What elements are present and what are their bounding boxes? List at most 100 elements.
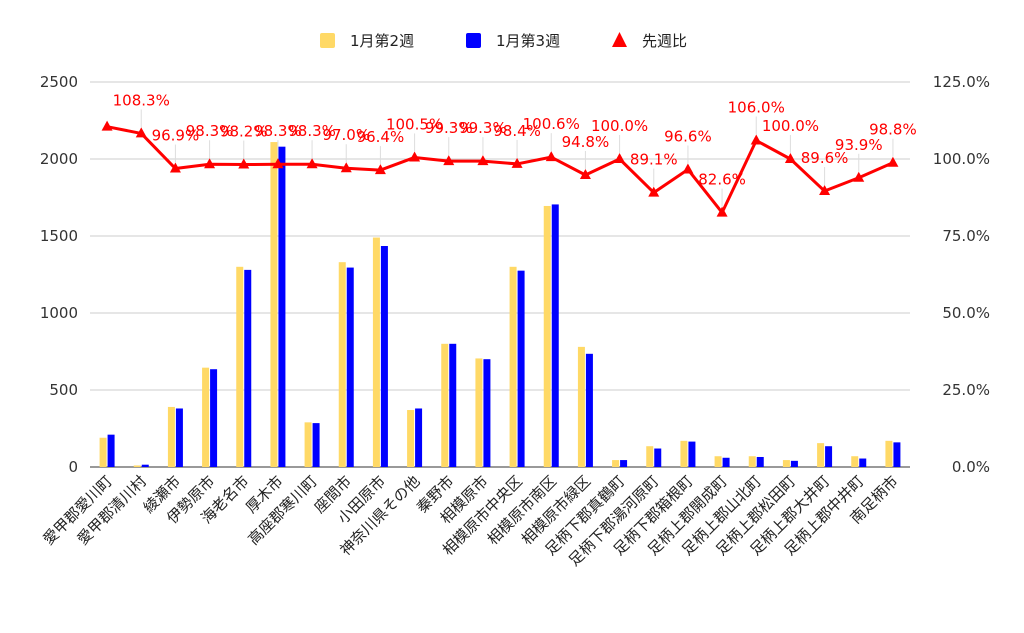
ratio-data-label: 100.6% <box>523 115 580 133</box>
ratio-line <box>101 120 899 217</box>
data-labels: 108.3%96.9%98.3%98.2%98.3%98.3%97.0%96.4… <box>113 91 917 207</box>
legend-swatch <box>612 32 627 47</box>
bar-week2 <box>441 343 449 467</box>
bar-week3 <box>825 446 833 467</box>
bar-week3 <box>551 204 559 467</box>
ratio-point <box>750 134 762 145</box>
ratio-data-label: 97.0% <box>322 126 370 144</box>
ratio-data-label: 98.3% <box>186 122 234 140</box>
ratio-point <box>784 153 796 163</box>
bar-week2 <box>338 262 346 467</box>
ratio-data-label: 96.4% <box>357 128 405 146</box>
ratio-point <box>135 127 147 138</box>
ratio-data-label: 98.2% <box>220 123 268 141</box>
ratio-point <box>682 163 694 174</box>
ratio-point <box>409 151 421 162</box>
ratio-data-label: 108.3% <box>113 91 170 109</box>
ratio-point <box>648 186 660 197</box>
ratio-data-label: 93.9% <box>835 136 883 154</box>
ratio-data-label: 106.0% <box>728 99 785 117</box>
bar-week2 <box>304 422 312 467</box>
ratio-data-label: 98.8% <box>869 121 917 139</box>
ratio-data-label: 89.6% <box>801 149 849 167</box>
ratio-point <box>204 158 216 169</box>
bar-week2 <box>236 266 244 467</box>
ratio-data-label: 98.3% <box>288 122 336 140</box>
ratio-point <box>272 158 284 169</box>
bar-week2 <box>167 406 175 467</box>
ratio-data-label: 89.1% <box>630 151 678 169</box>
bar-week2 <box>543 205 551 467</box>
bar-week2 <box>372 237 380 467</box>
ratio-data-label: 100.0% <box>762 117 819 135</box>
ratio-point <box>511 157 523 168</box>
bar-week3 <box>585 353 593 467</box>
left-tick-label: 0 <box>68 458 78 476</box>
right-tick-label: 0.0% <box>952 458 990 476</box>
bar-week2 <box>851 456 859 467</box>
ratio-point <box>545 151 557 162</box>
left-axis: 0 500 1000 1500 2000 2500 <box>40 73 78 476</box>
ratio-point <box>853 171 865 182</box>
ratio-point <box>238 158 250 169</box>
ratio-data-label: 98.3% <box>254 122 302 140</box>
legend: 1月第2週 1月第3週 先週比 <box>320 32 687 50</box>
bar-week3 <box>893 442 901 467</box>
bar-week3 <box>756 456 764 467</box>
left-tick-label: 1500 <box>40 227 78 245</box>
ratio-point <box>374 164 386 175</box>
bar-week3 <box>517 270 525 467</box>
bar-week3 <box>449 343 457 467</box>
ratio-data-label: 100.0% <box>591 117 648 135</box>
bar-week3 <box>210 369 218 467</box>
right-tick-label: 100.0% <box>933 150 990 168</box>
bar-week3 <box>620 460 628 467</box>
right-axis: 0.0% 25.0% 50.0% 75.0% 100.0% 125.0% <box>933 73 990 476</box>
bar-week2 <box>509 266 517 467</box>
right-tick-label: 50.0% <box>942 304 990 322</box>
bar-week3 <box>859 458 867 467</box>
ratio-data-label: 82.6% <box>698 171 746 189</box>
bar-week2 <box>748 456 756 467</box>
left-tick-label: 2000 <box>40 150 78 168</box>
left-tick-label: 1000 <box>40 304 78 322</box>
ratio-data-label: 96.9% <box>152 127 200 145</box>
ratio-point <box>477 155 489 166</box>
bar-week3 <box>483 359 491 467</box>
ratio-point <box>716 206 728 217</box>
bar-week2 <box>577 346 585 467</box>
ratio-data-label: 99.3% <box>425 119 473 137</box>
bar-week2 <box>407 410 415 467</box>
legend-label: 1月第3週 <box>496 32 560 50</box>
ratio-data-label: 100.5% <box>386 115 443 133</box>
ratio-point <box>101 120 113 131</box>
bar-week2 <box>714 456 722 467</box>
bar-week2 <box>99 437 107 467</box>
bar-week2 <box>646 446 654 467</box>
bar-week2 <box>133 465 141 467</box>
bar-week2 <box>782 460 790 467</box>
bar-week3 <box>107 434 115 467</box>
category-axis: 愛甲郡愛川町愛甲郡清川村綾瀬市伊勢原市海老名市厚木市高座郡寒川町座間市小田原市神… <box>40 472 902 570</box>
bar-week2 <box>817 443 825 467</box>
bar-week2 <box>885 440 893 467</box>
bar-week3 <box>688 441 696 467</box>
ratio-data-label: 98.4% <box>493 122 541 140</box>
left-tick-label: 500 <box>49 381 78 399</box>
ratio-data-label: 99.3% <box>459 119 507 137</box>
bar-week3 <box>278 146 286 467</box>
ratio-point <box>579 169 591 180</box>
bar-week2 <box>202 367 210 467</box>
ratio-point <box>306 158 318 169</box>
right-tick-label: 125.0% <box>933 73 990 91</box>
legend-swatch <box>320 33 335 48</box>
bar-week3 <box>380 246 388 467</box>
bar-week3 <box>312 423 320 467</box>
legend-label: 先週比 <box>642 32 687 50</box>
right-tick-label: 75.0% <box>942 227 990 245</box>
bar-week3 <box>654 448 662 467</box>
right-tick-label: 25.0% <box>942 381 990 399</box>
gridlines <box>90 81 910 468</box>
bar-week3 <box>141 464 149 467</box>
